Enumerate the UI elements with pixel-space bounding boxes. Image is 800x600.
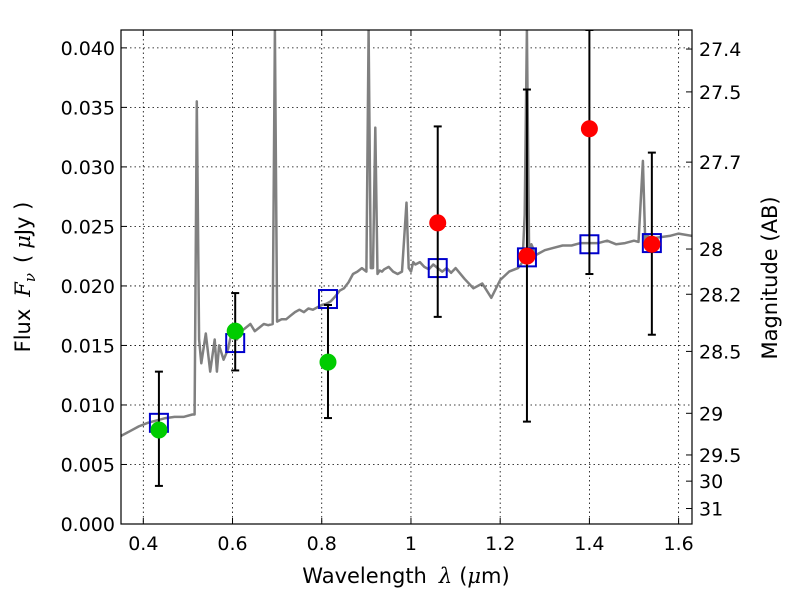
x-axis-symbol: λ <box>438 564 452 588</box>
plot-area <box>121 30 692 487</box>
y-axis-unit-mu: μ <box>11 235 35 249</box>
y-tick-label: 0.010 <box>61 395 115 417</box>
upper-limit-point <box>643 235 661 253</box>
y-tick-label: 0.000 <box>61 514 115 536</box>
detection-point <box>150 421 168 439</box>
y-tick-label: 0.005 <box>61 454 115 476</box>
model-spectrum-line <box>121 30 692 438</box>
x-tick-label: 1 <box>405 533 417 555</box>
detection-point <box>226 322 244 340</box>
y2-tick-label: 28.5 <box>699 341 741 363</box>
x-tick-label: 1.2 <box>485 533 515 555</box>
upper-limit-point <box>518 247 536 265</box>
x-axis-unit-rest: m) <box>481 564 510 588</box>
y2-tick-label: 27.5 <box>699 82 741 104</box>
grid-lines <box>121 30 692 525</box>
x-tick-label: 1.4 <box>574 533 604 555</box>
upper-limit-point <box>429 214 447 232</box>
y-tick-label: 0.030 <box>61 157 115 179</box>
plot-frame <box>120 29 693 525</box>
x-axis-title: Wavelength λ (μm) <box>302 564 509 588</box>
y2-axis-title: Magnitude (AB) <box>758 196 782 359</box>
y-tick-label: 0.020 <box>61 276 115 298</box>
upper-limit-point <box>580 120 598 138</box>
detection-point <box>319 353 337 371</box>
y-tick-label: 0.025 <box>61 216 115 238</box>
x-tick-label: 0.8 <box>307 533 337 555</box>
y-tick-label: 0.015 <box>61 335 115 357</box>
y2-tick-label: 28 <box>699 239 723 261</box>
x-tick-label: 1.6 <box>664 533 694 555</box>
y-axis-symbol: F <box>11 281 35 298</box>
y-axis-subscript: ν <box>21 273 39 282</box>
x-tick-label: 0.4 <box>128 533 158 555</box>
x-tick-label: 0.6 <box>217 533 247 555</box>
y-tick-label: 0.040 <box>61 38 115 60</box>
y-axis-unit-open: ( <box>11 255 35 263</box>
y2-tick-label: 29.5 <box>699 445 741 467</box>
y-axis-unit-rest: Jy ) <box>11 202 35 238</box>
y2-tick-label: 29 <box>699 403 723 425</box>
y-axis-title: Flux Fν ( μJy ) <box>11 202 39 353</box>
y2-tick-label: 30 <box>699 471 723 493</box>
axis-ticks: 0.4 0.6 0.8 1 1.2 1.4 1.6 0.000 0.005 0.010 0.015 0… <box>61 30 741 555</box>
y-axis-title-text: Flux <box>11 309 35 353</box>
x-axis-title-text: Wavelength <box>302 564 427 588</box>
y-tick-label: 0.035 <box>61 97 115 119</box>
x-axis-unit-open: ( <box>459 564 467 588</box>
x-axis-unit-mu: μ <box>467 564 481 588</box>
y2-tick-label: 27.7 <box>699 152 741 174</box>
y2-tick-label: 27.4 <box>699 39 741 61</box>
y2-tick-label: 28.2 <box>699 284 741 306</box>
y2-tick-label: 31 <box>699 499 723 521</box>
